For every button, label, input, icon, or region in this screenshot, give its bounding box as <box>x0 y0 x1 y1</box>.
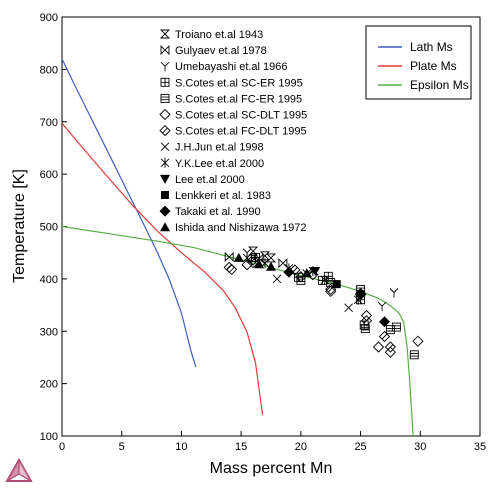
data-point-tri-down-filled <box>310 267 321 276</box>
data-point-tri-up-filled <box>266 261 276 271</box>
experimental-points <box>223 246 424 360</box>
x-tick-label: 25 <box>354 441 366 453</box>
experimental-legend-label: Gulyaev et.al 1978 <box>175 45 267 57</box>
experimental-legend-marker <box>159 108 171 121</box>
experimental-legend-label: Lee et.al 2000 <box>175 174 245 186</box>
data-point-diamond-open <box>325 285 337 298</box>
y-tick-label: 700 <box>40 117 58 129</box>
experimental-legend-label: S.Cotes et.al FC-DLT 1995 <box>175 126 307 138</box>
experimental-legend-label: Takaki et al. 1990 <box>175 206 261 218</box>
x-tick-label: 5 <box>119 441 125 453</box>
series-legend-label: Epsilon Ms <box>410 78 469 92</box>
x-axis-label: Mass percent Mn <box>210 460 333 477</box>
y-tick-label: 800 <box>40 64 58 76</box>
data-point-tri-up-filled <box>233 252 244 262</box>
data-point-diamond-open <box>384 346 397 358</box>
experimental-legend-label: S.Cotes et.al FC-ER 1995 <box>175 93 302 105</box>
experimental-legend-marker <box>160 93 170 103</box>
experimental-legend-label: Troiano et.al 1943 <box>175 29 263 41</box>
series-line-plate-ms <box>61 122 264 416</box>
data-point-diamond-open <box>372 341 385 353</box>
data-point-square-filled <box>332 280 341 289</box>
experimental-legend-label: Lenkkeri et al. 1983 <box>175 190 271 202</box>
experimental-legend: Troiano et.al 1943 Gulyaev et.al 1978 Umeb… <box>159 29 307 234</box>
experimental-legend-marker <box>161 191 169 199</box>
y-tick-label: 400 <box>40 274 58 286</box>
y-tick-label: 300 <box>40 326 58 338</box>
y-tick-label: 900 <box>40 12 58 24</box>
data-point-diamond-line <box>384 341 397 353</box>
series-line-lath-ms <box>61 58 197 368</box>
experimental-legend-marker <box>160 174 170 184</box>
y-tick-label: 200 <box>40 379 58 391</box>
data-point-diamond-filled <box>379 316 390 328</box>
data-point-diamond-line <box>360 315 373 327</box>
experimental-legend-marker <box>160 61 170 72</box>
experimental-legend-label: J.H.Jun et.al 1998 <box>175 142 264 154</box>
data-point-diamond-line <box>223 261 235 274</box>
series-legend-label: Plate Ms <box>410 59 457 73</box>
experimental-legend-marker <box>159 29 171 39</box>
data-point-bowtie <box>224 251 234 262</box>
x-tick-label: 10 <box>175 441 187 453</box>
y-tick-label: 100 <box>40 431 58 443</box>
data-point-hourglass <box>265 253 277 263</box>
data-point-asterisk <box>242 252 252 263</box>
data-point-tri-up-filled <box>254 259 265 269</box>
experimental-legend-marker <box>159 124 171 137</box>
thermo-calc-logo-icon <box>5 457 33 482</box>
data-point-square-lines <box>391 322 401 332</box>
data-point-diamond-open <box>412 335 424 347</box>
data-point-x <box>272 274 282 284</box>
experimental-legend-label: Umebayashi et.al 1966 <box>175 61 288 73</box>
data-point-square-lines <box>409 350 419 360</box>
x-tick-label: 20 <box>295 441 307 453</box>
data-point-bowtie <box>278 258 288 269</box>
data-point-diamond-filled <box>283 266 295 278</box>
x-tick-label: 15 <box>235 441 247 453</box>
experimental-legend-label: Y.K.Lee et.al 2000 <box>175 158 264 170</box>
y-axis-label: Temperature [K] <box>11 169 28 283</box>
data-point-x <box>344 303 353 313</box>
experimental-legend-marker <box>159 205 171 217</box>
x-tick-label: 0 <box>59 441 65 453</box>
y-tick-label: 600 <box>40 169 58 181</box>
data-point-tri-up-filled <box>301 268 312 278</box>
experimental-legend-marker <box>160 45 170 56</box>
experimental-legend-marker <box>160 222 170 232</box>
experimental-legend-marker <box>160 157 170 168</box>
experimental-legend-marker <box>160 77 170 87</box>
data-point-diamond-line <box>378 330 391 343</box>
series-legend-label: Lath Ms <box>410 40 453 54</box>
data-point-tri-y <box>389 288 399 298</box>
data-point-diamond-open <box>241 259 253 271</box>
experimental-legend-label: Ishida and Nishizawa 1972 <box>175 222 306 234</box>
x-tick-label: 35 <box>474 441 486 453</box>
data-point-asterisk <box>320 274 330 285</box>
experimental-legend-label: S.Cotes et.al SC-ER 1995 <box>175 77 303 89</box>
y-tick-label: 500 <box>40 222 58 234</box>
data-point-tri-y <box>377 301 387 312</box>
x-tick-label: 30 <box>414 441 426 453</box>
experimental-legend-label: S.Cotes et.al SC-DLT 1995 <box>175 110 307 122</box>
data-point-hourglass <box>248 246 259 256</box>
experimental-legend-marker <box>160 142 170 152</box>
data-point-diamond-line <box>247 254 259 266</box>
series-legend-box <box>365 25 472 100</box>
axis-ticks: 0 5 10 15 20 25 30 35 100 200 300 400 500 600 700 800 90… <box>40 12 486 453</box>
series-legend: Lath Ms Plate Ms Epsilon Ms <box>365 25 472 100</box>
data-point-diamond-filled <box>355 288 367 299</box>
